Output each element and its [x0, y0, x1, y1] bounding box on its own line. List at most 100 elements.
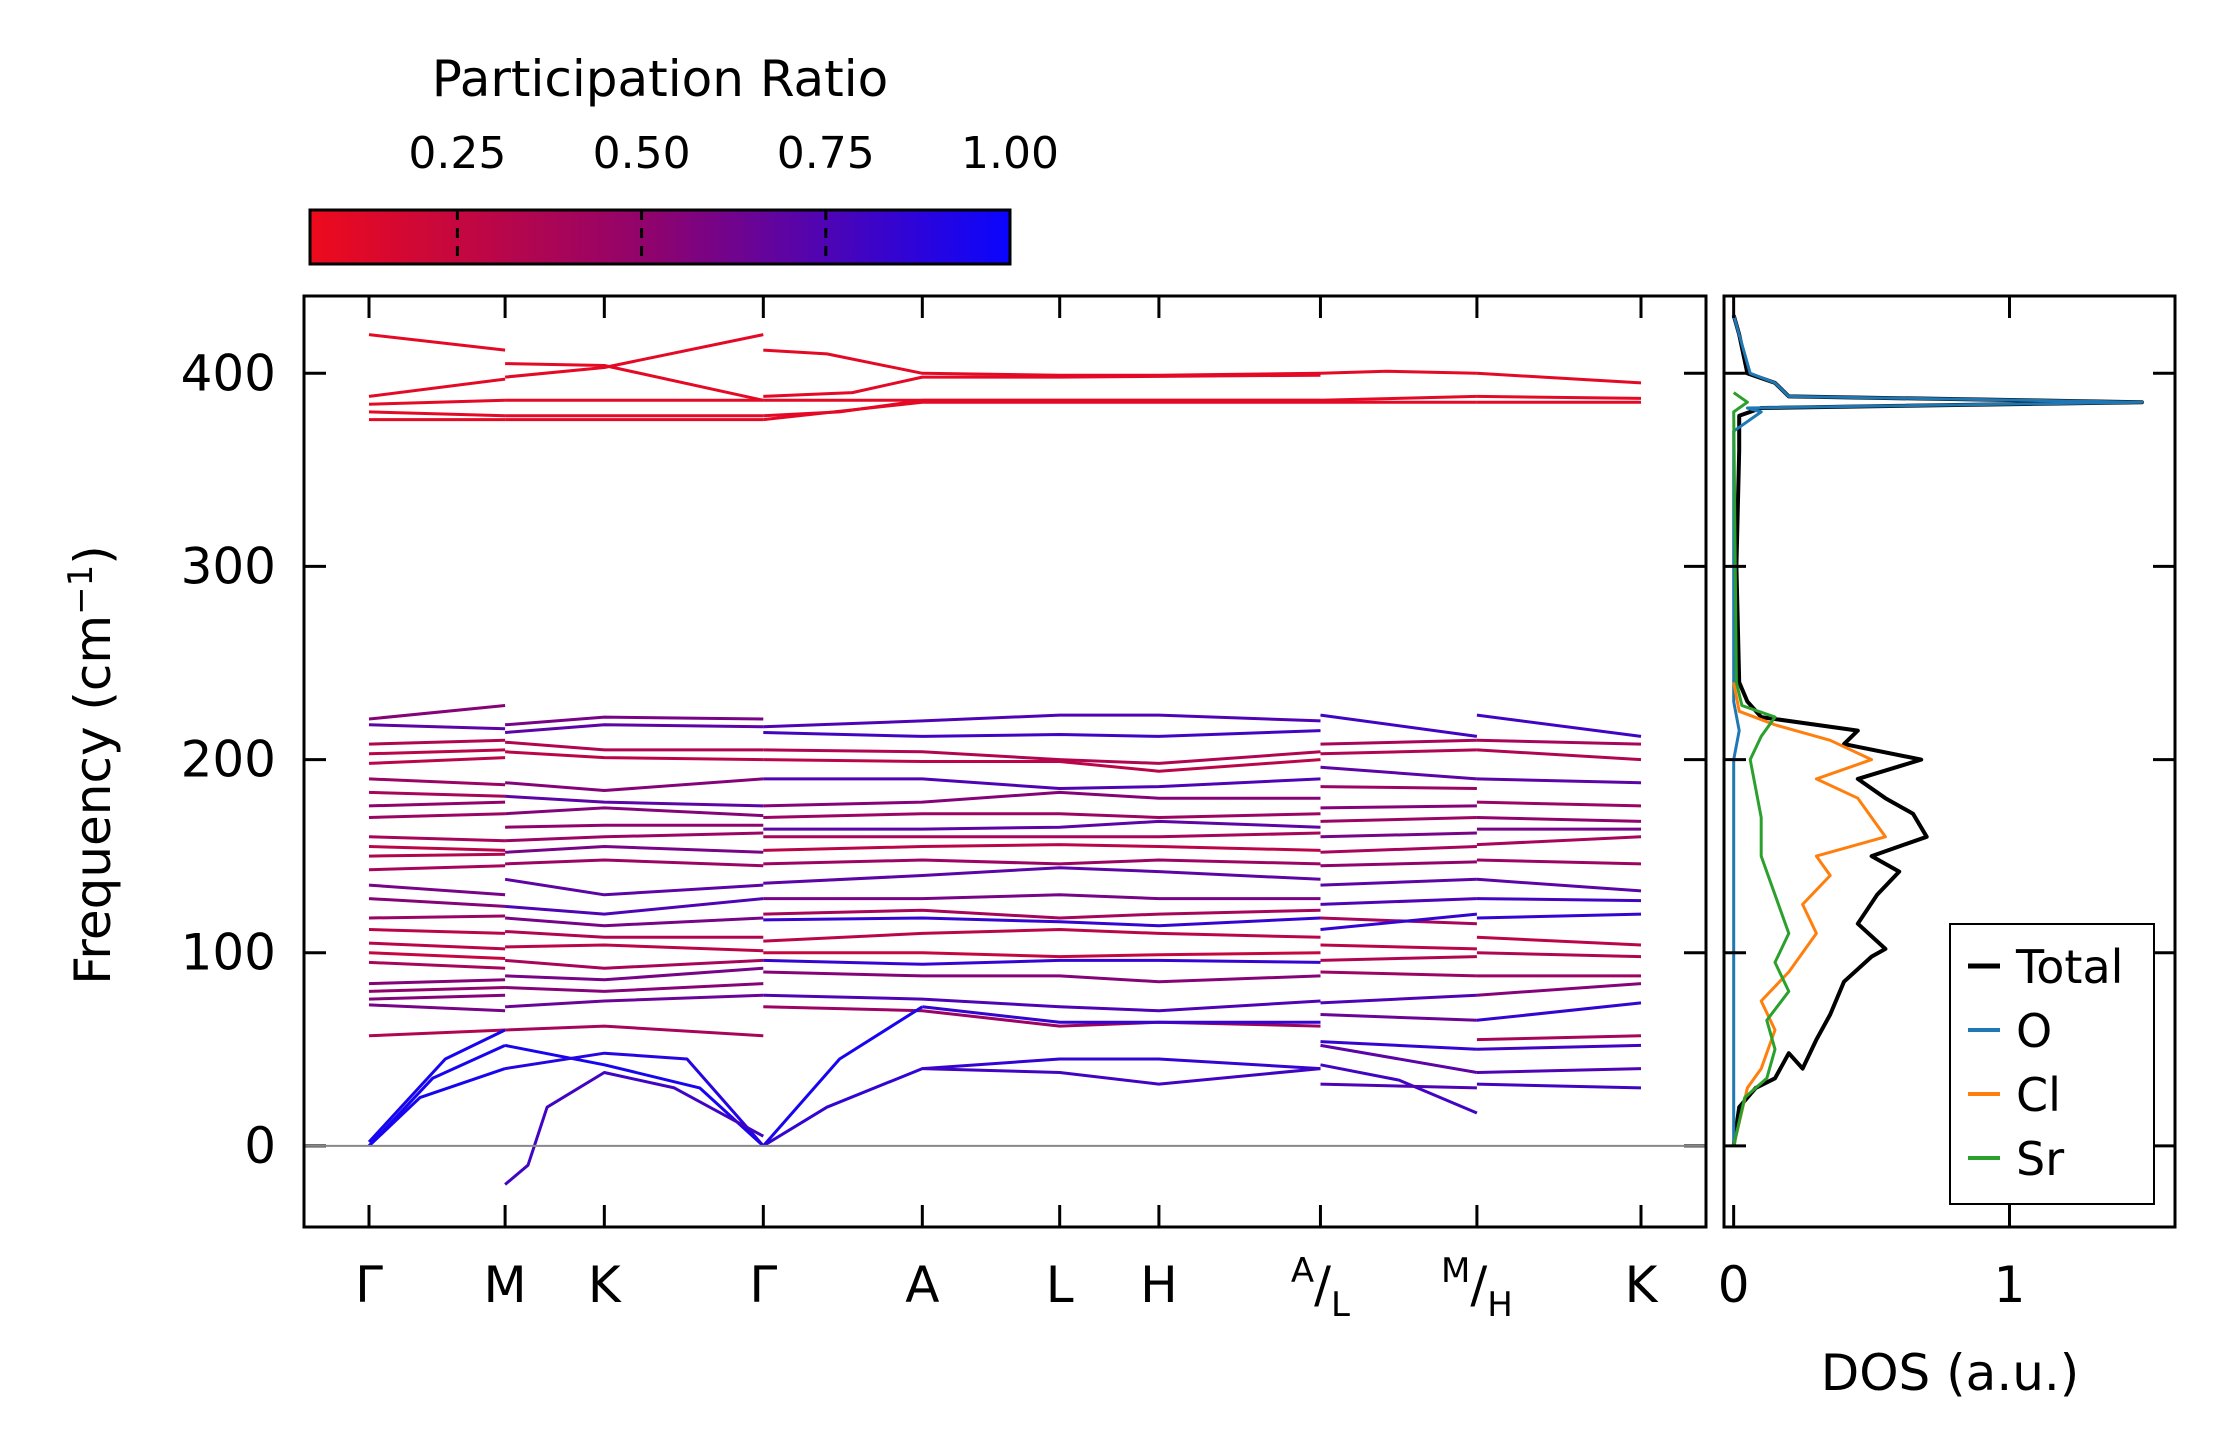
band-lines — [367, 333, 1642, 1186]
band-line — [368, 835, 506, 843]
band-line — [763, 893, 1321, 901]
band-line — [505, 966, 764, 982]
band-line — [504, 333, 764, 379]
dos-x-tick-label: 1 — [1994, 1256, 2026, 1314]
dos-lines — [1731, 314, 2144, 1147]
band-line — [504, 958, 764, 970]
band-line — [922, 1005, 1321, 1024]
band-line — [1320, 860, 1477, 868]
band-line — [368, 986, 506, 993]
y-tick-label: 300 — [181, 537, 276, 595]
dos-frame — [1722, 294, 2177, 1229]
band-line — [1320, 713, 1478, 738]
band-line — [763, 400, 1321, 422]
band-line — [368, 723, 506, 731]
legend-label: Cl — [2016, 1068, 2061, 1122]
y-tick-label: 0 — [244, 1117, 276, 1175]
band-line — [763, 993, 1321, 1013]
band-line — [367, 1067, 506, 1147]
k-tick-label: A — [905, 1256, 939, 1314]
band-line — [367, 1028, 506, 1144]
colorbar-tick-label: 1.00 — [961, 128, 1059, 179]
band-line — [763, 858, 1321, 866]
band-line — [505, 858, 764, 868]
band-line — [368, 978, 506, 986]
y-tick-label: 100 — [181, 924, 276, 982]
k-tick-label: M/H — [1441, 1251, 1513, 1325]
band-line — [1476, 394, 1642, 400]
band-line — [763, 819, 1321, 831]
y-tick-label: 400 — [181, 344, 276, 402]
band-line — [505, 930, 764, 939]
band-line — [504, 715, 764, 727]
band-line — [368, 1028, 506, 1038]
band-line — [1476, 951, 1642, 959]
colorbar-tick-label: 0.25 — [408, 128, 506, 179]
legend-label: O — [2016, 1004, 2052, 1058]
band-line — [1320, 1043, 1478, 1074]
k-tick-label: K — [588, 1256, 622, 1314]
band-line — [763, 729, 1321, 738]
band-line — [763, 748, 1321, 765]
band-axes: 0 100 200 300 400 Γ M K Γ A L H A/L M/H K — [181, 296, 1706, 1325]
k-tick-label: K — [1625, 1256, 1659, 1314]
colorbar-border — [308, 208, 1012, 266]
colorbar-gradient — [310, 210, 1010, 264]
band-line — [504, 1051, 765, 1147]
y-axis-title: Frequency (cm−1) — [61, 545, 122, 985]
band-line — [368, 777, 506, 787]
dos-series-cl — [1732, 682, 1887, 1147]
colorbar-title: Participation Ratio — [432, 50, 888, 108]
band-line — [1476, 1067, 1642, 1074]
band-line — [1476, 982, 1642, 997]
band-line — [504, 777, 764, 792]
band-line — [368, 883, 506, 897]
band-line — [505, 362, 764, 402]
band-line — [1320, 912, 1478, 931]
k-tick-label: Γ — [355, 1256, 383, 1314]
band-line — [1320, 804, 1477, 810]
band-line — [368, 928, 506, 935]
band-line — [368, 993, 506, 1001]
band-line — [1476, 713, 1642, 738]
dos-x-tick-label: 0 — [1718, 1256, 1750, 1314]
band-line — [505, 845, 764, 854]
k-tick-label: H — [1140, 1256, 1178, 1314]
band-line — [763, 373, 1321, 398]
band-line — [368, 864, 506, 872]
band-line — [504, 1071, 765, 1186]
band-line — [368, 738, 506, 746]
band-line — [368, 756, 506, 765]
band-line — [763, 958, 1321, 966]
band-line — [763, 916, 1321, 928]
band-line — [1320, 748, 1477, 756]
band-line — [1476, 800, 1642, 808]
band-line — [505, 794, 764, 808]
band-line — [505, 831, 764, 843]
k-tick-label: Γ — [749, 1256, 777, 1314]
band-line — [763, 758, 1321, 773]
band-line — [1476, 1082, 1642, 1090]
band-line — [1476, 748, 1642, 762]
band-line — [368, 914, 506, 920]
band-line — [1476, 897, 1642, 903]
y-tick-label: 200 — [181, 731, 276, 789]
band-line — [1476, 1001, 1642, 1022]
band-line — [368, 845, 506, 852]
band-line — [1476, 912, 1642, 920]
band-frame — [302, 294, 1708, 1229]
band-line — [922, 1067, 1321, 1086]
band-line — [504, 877, 764, 897]
band-line — [505, 943, 764, 953]
colorbar-ticks — [455, 210, 828, 264]
band-line — [505, 993, 764, 1009]
legend: Total O Cl Sr — [1949, 923, 2155, 1205]
dos-series-o — [1732, 314, 2144, 1146]
band-line — [368, 852, 506, 858]
band-line — [763, 970, 1321, 984]
colorbar-tick-labels: 0.25 0.50 0.75 1.00 — [408, 128, 1059, 179]
band-line — [1320, 394, 1477, 402]
band-line — [504, 916, 764, 928]
